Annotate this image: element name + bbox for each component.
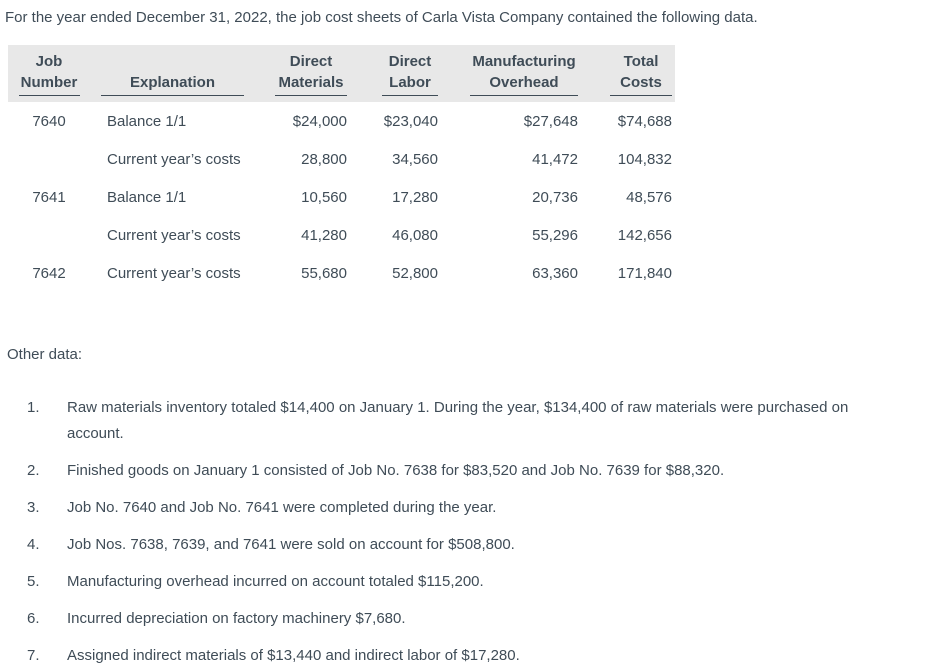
item-text: Manufacturing overhead incurred on accou… bbox=[67, 573, 484, 590]
cell-direct-materials: 41,280 bbox=[301, 226, 347, 244]
cell-direct-labor: 52,800 bbox=[392, 264, 438, 282]
cell-explanation: Balance 1/1 bbox=[107, 188, 187, 206]
cell-direct-materials: 28,800 bbox=[301, 150, 347, 168]
cell-manufacturing-overhead: 20,736 bbox=[532, 188, 578, 206]
column-header-direct-labor: Direct Labor bbox=[347, 45, 438, 102]
table-header-row: Job Number Explanation Direct Materials … bbox=[8, 45, 675, 102]
header-line: Materials bbox=[278, 74, 344, 91]
header-line: Labor bbox=[389, 74, 431, 91]
header-line: Manufacturing bbox=[472, 53, 576, 70]
cell-total-costs: 48,576 bbox=[626, 188, 672, 206]
header-line: Costs bbox=[620, 74, 662, 91]
item-number: 1. bbox=[27, 399, 40, 416]
list-item: 2. Finished goods on January 1 consisted… bbox=[5, 458, 944, 484]
list-item: 1. Raw materials inventory totaled $14,4… bbox=[5, 395, 944, 447]
cell-direct-materials: $24,000 bbox=[292, 112, 347, 130]
header-line: Explanation bbox=[129, 74, 215, 91]
table-row: 7640 Balance 1/1 $24,000 $23,040 $27,648… bbox=[8, 102, 675, 140]
column-header-direct-materials: Direct Materials bbox=[255, 45, 347, 102]
column-header-total-costs: Total Costs bbox=[578, 45, 672, 102]
table-row: 7641 Balance 1/1 10,560 17,280 20,736 48… bbox=[8, 178, 675, 216]
cell-manufacturing-overhead: 63,360 bbox=[532, 264, 578, 282]
column-header-explanation: Explanation bbox=[90, 45, 255, 102]
item-number: 6. bbox=[27, 610, 40, 627]
cell-manufacturing-overhead: $27,648 bbox=[523, 112, 578, 130]
list-item: 7. Assigned indirect materials of $13,44… bbox=[5, 643, 944, 669]
item-text: Incurred depreciation on factory machine… bbox=[67, 610, 406, 627]
list-item: 3. Job No. 7640 and Job No. 7641 were co… bbox=[5, 495, 944, 521]
cell-explanation: Current year’s costs bbox=[107, 264, 241, 282]
list-item: 6. Incurred depreciation on factory mach… bbox=[5, 606, 944, 632]
cell-direct-materials: 10,560 bbox=[301, 188, 347, 206]
cell-direct-labor: 34,560 bbox=[392, 150, 438, 168]
cell-direct-labor: 46,080 bbox=[392, 226, 438, 244]
item-number: 4. bbox=[27, 536, 40, 553]
header-line: Direct bbox=[289, 53, 333, 70]
cell-total-costs: 142,656 bbox=[617, 226, 672, 244]
cell-direct-materials: 55,680 bbox=[301, 264, 347, 282]
list-item: 4. Job Nos. 7638, 7639, and 7641 were so… bbox=[5, 532, 944, 558]
table-row: Current year’s costs 28,800 34,560 41,47… bbox=[8, 140, 675, 178]
header-line: Job bbox=[35, 53, 63, 70]
item-number: 2. bbox=[27, 462, 40, 479]
header-line: Overhead bbox=[489, 74, 559, 91]
table-row: Current year’s costs 41,280 46,080 55,29… bbox=[8, 216, 675, 254]
cell-job-number: 7640 bbox=[32, 112, 66, 130]
item-number: 3. bbox=[27, 499, 40, 516]
header-line: Direct bbox=[388, 53, 432, 70]
cell-explanation: Current year’s costs bbox=[107, 150, 241, 168]
cell-total-costs: 104,832 bbox=[617, 150, 672, 168]
header-line: Total bbox=[623, 53, 659, 70]
intro-text: For the year ended December 31, 2022, th… bbox=[5, 9, 758, 26]
cell-total-costs: $74,688 bbox=[617, 112, 672, 130]
cell-manufacturing-overhead: 55,296 bbox=[532, 226, 578, 244]
list-item: 5. Manufacturing overhead incurred on ac… bbox=[5, 569, 944, 595]
item-number: 5. bbox=[27, 573, 40, 590]
cell-job-number: 7641 bbox=[32, 188, 66, 206]
cell-explanation: Balance 1/1 bbox=[107, 112, 187, 130]
other-data-label: Other data: bbox=[7, 346, 83, 363]
other-data-list: 1. Raw materials inventory totaled $14,4… bbox=[5, 395, 944, 669]
item-text: Job Nos. 7638, 7639, and 7641 were sold … bbox=[67, 536, 515, 553]
cell-total-costs: 171,840 bbox=[617, 264, 672, 282]
job-cost-table: Job Number Explanation Direct Materials … bbox=[8, 45, 675, 292]
cell-direct-labor: $23,040 bbox=[383, 112, 438, 130]
table-row: 7642 Current year’s costs 55,680 52,800 … bbox=[8, 254, 675, 292]
column-header-manufacturing-overhead: Manufacturing Overhead bbox=[438, 45, 578, 102]
item-number: 7. bbox=[27, 647, 40, 664]
cell-direct-labor: 17,280 bbox=[392, 188, 438, 206]
header-line: Number bbox=[20, 74, 78, 91]
item-text: Finished goods on January 1 consisted of… bbox=[67, 462, 725, 479]
cell-explanation: Current year’s costs bbox=[107, 226, 241, 244]
item-text: Job No. 7640 and Job No. 7641 were compl… bbox=[67, 499, 497, 516]
table-body: 7640 Balance 1/1 $24,000 $23,040 $27,648… bbox=[8, 102, 675, 292]
item-text: Assigned indirect materials of $13,440 a… bbox=[67, 647, 520, 664]
item-text: Raw materials inventory totaled $14,400 … bbox=[67, 399, 849, 442]
cell-manufacturing-overhead: 41,472 bbox=[532, 150, 578, 168]
column-header-job-number: Job Number bbox=[8, 45, 90, 102]
cell-job-number: 7642 bbox=[32, 264, 66, 282]
